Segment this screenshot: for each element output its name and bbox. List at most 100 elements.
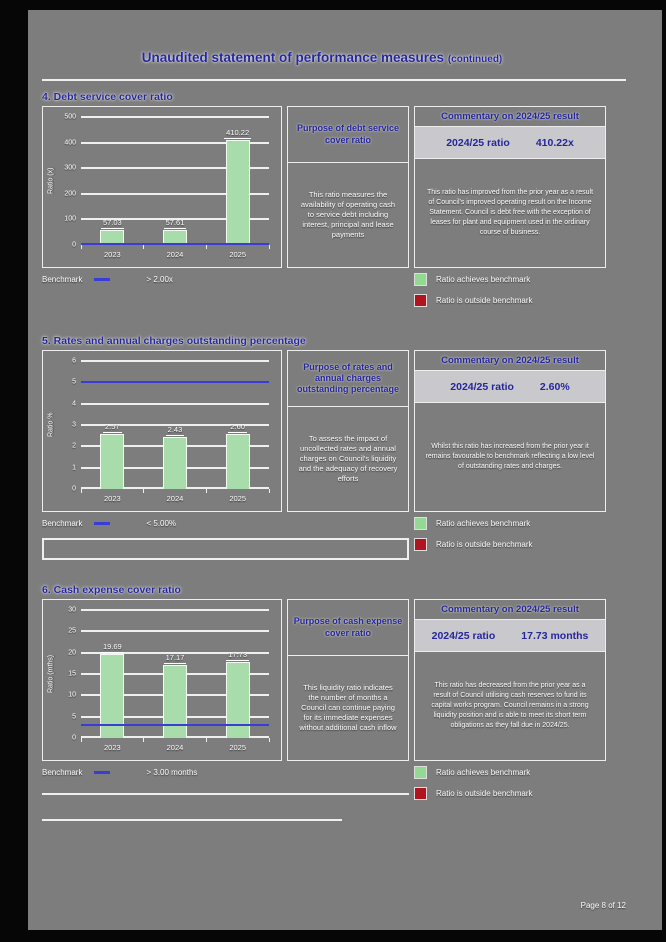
bar-2023 <box>100 434 125 489</box>
legend-item-outside: Ratio is outside benchmark <box>414 538 606 551</box>
page-title-continued: (continued) <box>447 54 503 65</box>
achieves-benchmark-swatch <box>414 766 427 779</box>
title-rule <box>42 79 626 81</box>
ratio-label: 2024/25 ratio <box>450 380 514 393</box>
x-tick-mark <box>268 245 270 249</box>
x-tick-mark <box>143 489 145 493</box>
bar-value-label: 2.43 <box>165 425 185 437</box>
x-tick-mark <box>80 738 82 742</box>
y-tick-label: 0 <box>72 485 76 493</box>
y-tick-label: 30 <box>68 606 76 614</box>
achieves-benchmark-label: Ratio achieves benchmark <box>436 275 531 284</box>
ratio-value: 2.60% <box>539 380 570 393</box>
commentary-body: This ratio has improved from the prior y… <box>426 188 594 237</box>
y-tick-label: 20 <box>68 649 76 657</box>
x-tick-mark <box>143 738 145 742</box>
benchmark-label: Benchmark <box>42 519 83 528</box>
x-axis-label: 2025 <box>229 743 246 752</box>
plot-area: 0 100 200 300 400 500 57.03 2023 57.61 2024 410.22… <box>64 114 270 259</box>
y-tick-label: 5 <box>72 378 76 386</box>
legend-item-outside: Ratio is outside benchmark <box>414 294 606 307</box>
y-tick-label: 200 <box>64 190 76 198</box>
y-tick-label: 0 <box>72 241 76 249</box>
y-tick-label: 0 <box>72 734 76 742</box>
benchmark-value: > 2.00x <box>146 275 173 284</box>
benchmark-label: Benchmark <box>42 768 83 777</box>
bar-2025 <box>225 139 250 245</box>
section-heading: 6. Cash expense cover ratio <box>42 584 181 596</box>
page-title-text: Unaudited statement of performance measu… <box>141 50 445 65</box>
y-tick-label: 2 <box>72 442 76 450</box>
legend-item-achieves: Ratio achieves benchmark <box>414 766 606 779</box>
gridline <box>81 141 269 144</box>
y-tick-label: 500 <box>64 113 76 121</box>
plot-area: 0 1 2 3 4 5 6 2.57 2023 2.43 2024 2.60 2025 <box>72 358 270 503</box>
purpose-title: Purpose of cash expense cover ratio <box>288 600 408 656</box>
benchmark-value: > 3.00 months <box>146 768 198 777</box>
y-axis-title: Ratio (mths) <box>47 654 55 694</box>
gridline <box>81 609 269 611</box>
bar-2024 <box>163 437 187 489</box>
x-tick-mark <box>80 489 82 493</box>
empty-note-box <box>42 538 409 560</box>
section-heading: 5. Rates and annual charges outstanding … <box>42 335 306 347</box>
benchmark-line-swatch <box>94 278 111 281</box>
commentary-box: Commentary on 2024/25 result 2024/25 rat… <box>414 106 606 268</box>
gridline <box>81 360 269 362</box>
ratio-result-band: 2024/25 ratio 410.22x <box>415 127 605 159</box>
horizontal-rule <box>42 819 342 821</box>
purpose-title: Purpose of rates and annual charges outs… <box>288 351 408 407</box>
y-tick-label: 5 <box>72 713 76 721</box>
outside-benchmark-swatch <box>414 294 427 307</box>
achieves-benchmark-label: Ratio achieves benchmark <box>436 768 531 777</box>
benchmark-line-swatch <box>94 771 111 774</box>
x-tick-mark <box>205 245 207 249</box>
benchmark-row: Benchmark > 2.00x <box>42 273 414 286</box>
benchmark-value: < 5.00% <box>146 519 177 528</box>
plot-area: 0 5 10 15 20 25 30 19.69 2023 17.17 2024 17.73 2025 <box>68 607 270 752</box>
benchmark-line <box>81 243 269 246</box>
x-tick-mark <box>268 738 270 742</box>
section-heading: 4. Debt service cover ratio <box>42 91 173 103</box>
gridline <box>81 424 269 426</box>
bar-value-label: 17.17 <box>163 652 187 664</box>
benchmark-legend: Ratio achieves benchmark Ratio is outsid… <box>414 273 606 307</box>
y-tick-label: 1 <box>72 464 76 472</box>
legend-item-achieves: Ratio achieves benchmark <box>414 517 606 530</box>
ratio-label: 2024/25 ratio <box>431 629 496 642</box>
purpose-box: Purpose of cash expense cover ratio This… <box>287 599 409 761</box>
legend-item-outside: Ratio is outside benchmark <box>414 787 606 800</box>
bar-2024 <box>163 664 187 738</box>
benchmark-legend: Ratio achieves benchmark Ratio is outsid… <box>414 517 606 560</box>
x-tick-mark <box>268 489 270 493</box>
x-axis-label: 2024 <box>166 250 184 259</box>
bar-2023 <box>100 654 125 738</box>
legend-item-achieves: Ratio achieves benchmark <box>414 273 606 286</box>
commentary-title: Commentary on 2024/25 result <box>415 600 605 620</box>
commentary-title: Commentary on 2024/25 result <box>415 351 605 371</box>
ratio-value: 410.22x <box>535 136 574 149</box>
bar-2025 <box>225 433 250 489</box>
gridline <box>81 402 269 405</box>
purpose-body: This ratio measures the availability of … <box>300 189 396 240</box>
commentary-body: This ratio has decreased from the prior … <box>431 681 589 730</box>
gridline <box>81 116 269 118</box>
achieves-benchmark-label: Ratio achieves benchmark <box>436 519 531 528</box>
page-title: Unaudited statement of performance measu… <box>42 50 602 65</box>
document-page: Unaudited statement of performance measu… <box>28 10 662 930</box>
debt-service-cover-ratio-chart: Ratio (x) 0 100 200 300 400 500 57.03 2023 57.61 2… <box>42 106 282 268</box>
commentary-box: Commentary on 2024/25 result 2024/25 rat… <box>414 599 606 761</box>
x-axis-label: 2024 <box>166 743 184 752</box>
y-tick-label: 300 <box>64 164 76 172</box>
x-axis-label: 2024 <box>166 494 184 503</box>
purpose-box: Purpose of debt service cover ratio This… <box>287 106 409 268</box>
outside-benchmark-swatch <box>414 538 427 551</box>
achieves-benchmark-swatch <box>414 273 427 286</box>
gridline <box>81 218 269 221</box>
bar-2024 <box>163 230 187 245</box>
gridline <box>81 651 269 654</box>
ratio-value: 17.73 months <box>521 629 589 642</box>
benchmark-legend: Ratio achieves benchmark Ratio is outsid… <box>414 766 606 821</box>
y-axis-title: Ratio (x) <box>47 167 55 195</box>
bar-2025 <box>225 662 250 738</box>
